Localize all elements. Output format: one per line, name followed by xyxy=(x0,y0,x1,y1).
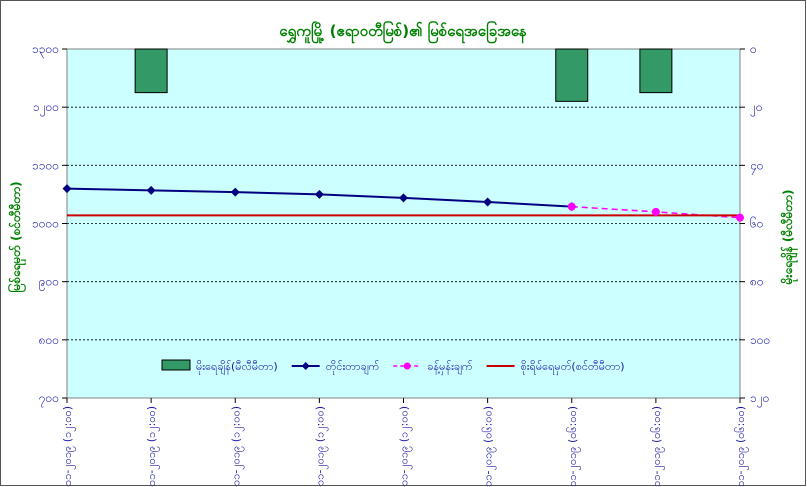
y-right-tick-label: ၀ xyxy=(750,42,757,56)
observed-marker xyxy=(483,197,493,207)
legend: မိုးရေချိန်(မီလီမီတာ) တိုင်းတာချက် ခန့်မှန… xyxy=(161,359,625,375)
y-left-tick-label: ၁၃၀၀ xyxy=(32,42,59,59)
y-right-tick-label: ၄၀ xyxy=(750,158,764,175)
observed-marker xyxy=(314,189,324,199)
y-axis-left-label: မြစ်ရေမှတ် (စင်တီမီတာ) xyxy=(6,181,27,292)
legend-marker-observed xyxy=(301,362,310,370)
legend-marker-forecast xyxy=(403,362,411,370)
y-axis-right-label: မိုးရေချိန် (မီလီမီတာ) xyxy=(779,190,799,286)
rainfall-bars xyxy=(134,48,673,102)
y-left-tick-label: ၁၂၀၀ xyxy=(33,100,59,117)
forecast-marker xyxy=(736,213,744,222)
x-tick-label: ၁၂-၁၁-၂၀၁၉ (၀၆:၀၀) xyxy=(482,406,497,487)
y-left-tick-label: ၉၀၀ xyxy=(39,275,59,292)
x-tick-label: ၉-၁၁-၂၀၁၉ (၁၂:၀၀) xyxy=(229,406,244,487)
y-right-tick-label: ၆၀ xyxy=(750,216,764,231)
forecast-marker xyxy=(651,207,660,216)
legend-label: တိုင်းတာချက် xyxy=(326,360,380,375)
observed-marker xyxy=(230,187,240,197)
y-left-tick-label: ၇၀၀ xyxy=(39,391,59,408)
legend-swatch-rainfall xyxy=(161,359,191,371)
x-tick-label: ၈-၁၁-၂၀၁၉ (၁၂:၀၀) xyxy=(145,406,160,487)
x-tick-label: ၁၅-၁၁-၂၀၁၉ (၀၆:၀၀) xyxy=(734,406,749,487)
y-left-tick-label: ၁၁၀၀ xyxy=(32,158,59,172)
x-tick-label: ၁၁-၁၁-၂၀၁၉ (၁၂:၀၀) xyxy=(398,406,413,487)
rainfall-bar xyxy=(134,48,168,94)
legend-label: မိုးရေချိန်(မီလီမီတာ) xyxy=(196,360,278,375)
x-tick-label: ၁၀-၁၁-၂၀၁၉ (၁၂:၀၀) xyxy=(313,406,328,487)
legend-label: စိုးရိမ်ရေမှတ်(စင်တီမီတာ) xyxy=(521,360,625,375)
observed-marker xyxy=(399,193,408,203)
y-left-tick-label: ၈၀၀ xyxy=(39,333,59,347)
x-tick-label: ၇-၁၁-၂၀၁၉ (၁၂:၀၀) xyxy=(61,406,76,487)
rainfall-bar xyxy=(639,48,673,94)
y-left-tick-label: ၁၀၀၀ xyxy=(32,217,59,231)
observed-marker xyxy=(146,185,156,195)
legend-label: ခန့်မှန်းချက် xyxy=(427,360,473,375)
y-right-tick-label: ၈၀ xyxy=(750,275,764,289)
x-tick-label: ၁၄-၁၁-၂၀၁၉ (၀၆:၀၀) xyxy=(650,406,665,487)
observed-marker xyxy=(62,184,72,194)
gridlines xyxy=(67,106,740,341)
forecast-marker xyxy=(567,202,576,211)
y-right-tick-label: ၂၀ xyxy=(750,100,763,117)
rainfall-bar xyxy=(555,48,589,102)
y-right-tick-label: ၁၂၀ xyxy=(750,391,769,408)
x-tick-label: ၁၃-၁၁-၂၀၁၉ (၀၆:၀၀) xyxy=(566,406,581,487)
axes: ၇၀၀ ၈၀၀ ၉၀၀ ၁၀၀၀ ၁၁၀၀ ၁၂၀၀ ၁၃၀၀ ၀၂၀၄၀၆၀၈၀၁၀၀၁၂၀… xyxy=(32,42,770,487)
y-right-tick-label: ၁၀၀ xyxy=(750,333,770,347)
data-lines xyxy=(62,184,744,222)
